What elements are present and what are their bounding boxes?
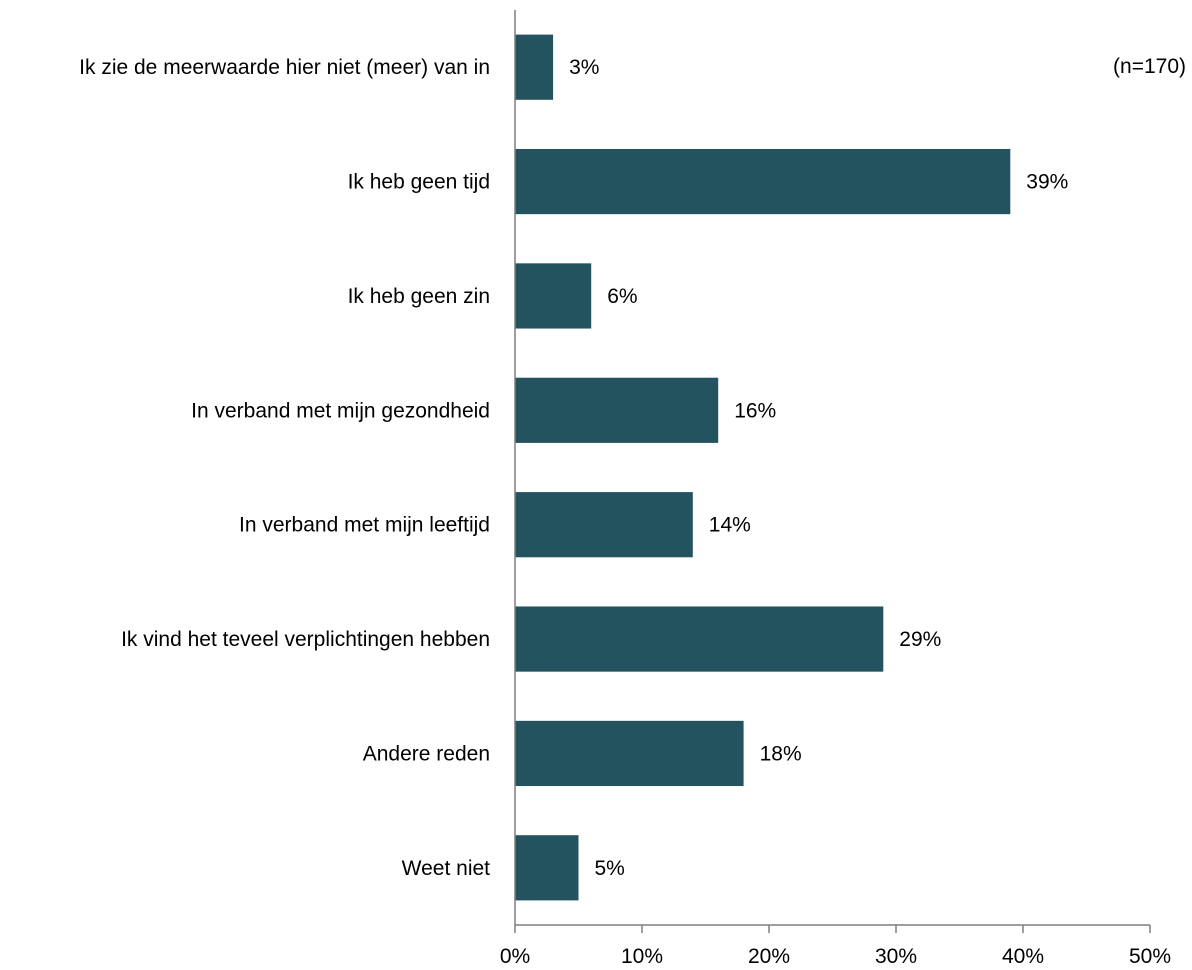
bar-4 bbox=[515, 492, 693, 558]
category-label-3: In verband met mijn gezondheid bbox=[191, 399, 490, 422]
x-tick-label-0: 0% bbox=[500, 945, 530, 968]
category-label-5: Ik vind het teveel verplichtingen hebben bbox=[121, 628, 490, 651]
value-label-1: 39% bbox=[1026, 171, 1068, 194]
x-tick-label-1: 10% bbox=[621, 945, 663, 968]
axes-group bbox=[514, 10, 1150, 926]
category-label-0: Ik zie de meerwaarde hier niet (meer) va… bbox=[79, 56, 490, 79]
sample-size-annotation: (n=170) bbox=[1113, 55, 1186, 78]
x-tick-label-4: 40% bbox=[1002, 945, 1044, 968]
value-label-4: 14% bbox=[709, 514, 751, 537]
bar-0 bbox=[515, 34, 554, 100]
category-label-2: Ik heb geen zin bbox=[348, 285, 490, 308]
x-ticks-group: 0% 10% 20% 30% 40% 50% bbox=[500, 925, 1171, 968]
bar-5 bbox=[515, 606, 884, 672]
category-label-4: In verband met mijn leeftijd bbox=[239, 514, 490, 537]
category-label-6: Andere reden bbox=[363, 742, 490, 765]
x-tick-label-3: 30% bbox=[875, 945, 917, 968]
bar-7 bbox=[515, 835, 579, 901]
x-tick-label-2: 20% bbox=[748, 945, 790, 968]
value-label-0: 3% bbox=[569, 56, 599, 79]
bars-group bbox=[515, 34, 1011, 901]
value-label-2: 6% bbox=[607, 285, 637, 308]
value-label-3: 16% bbox=[734, 399, 776, 422]
value-label-5: 29% bbox=[899, 628, 941, 651]
value-label-6: 18% bbox=[760, 742, 802, 765]
category-labels-group: Ik zie de meerwaarde hier niet (meer) va… bbox=[79, 56, 490, 880]
category-label-1: Ik heb geen tijd bbox=[348, 171, 490, 194]
bar-6 bbox=[515, 720, 744, 787]
bar-1 bbox=[515, 148, 1011, 215]
bar-2 bbox=[515, 263, 592, 329]
value-label-7: 5% bbox=[595, 857, 625, 880]
category-label-7: Weet niet bbox=[402, 857, 490, 880]
bar-3 bbox=[515, 377, 719, 443]
x-tick-label-5: 50% bbox=[1129, 945, 1171, 968]
value-labels-group: 3% 39% 6% 16% 14% 29% 18% 5% bbox=[569, 56, 1068, 880]
